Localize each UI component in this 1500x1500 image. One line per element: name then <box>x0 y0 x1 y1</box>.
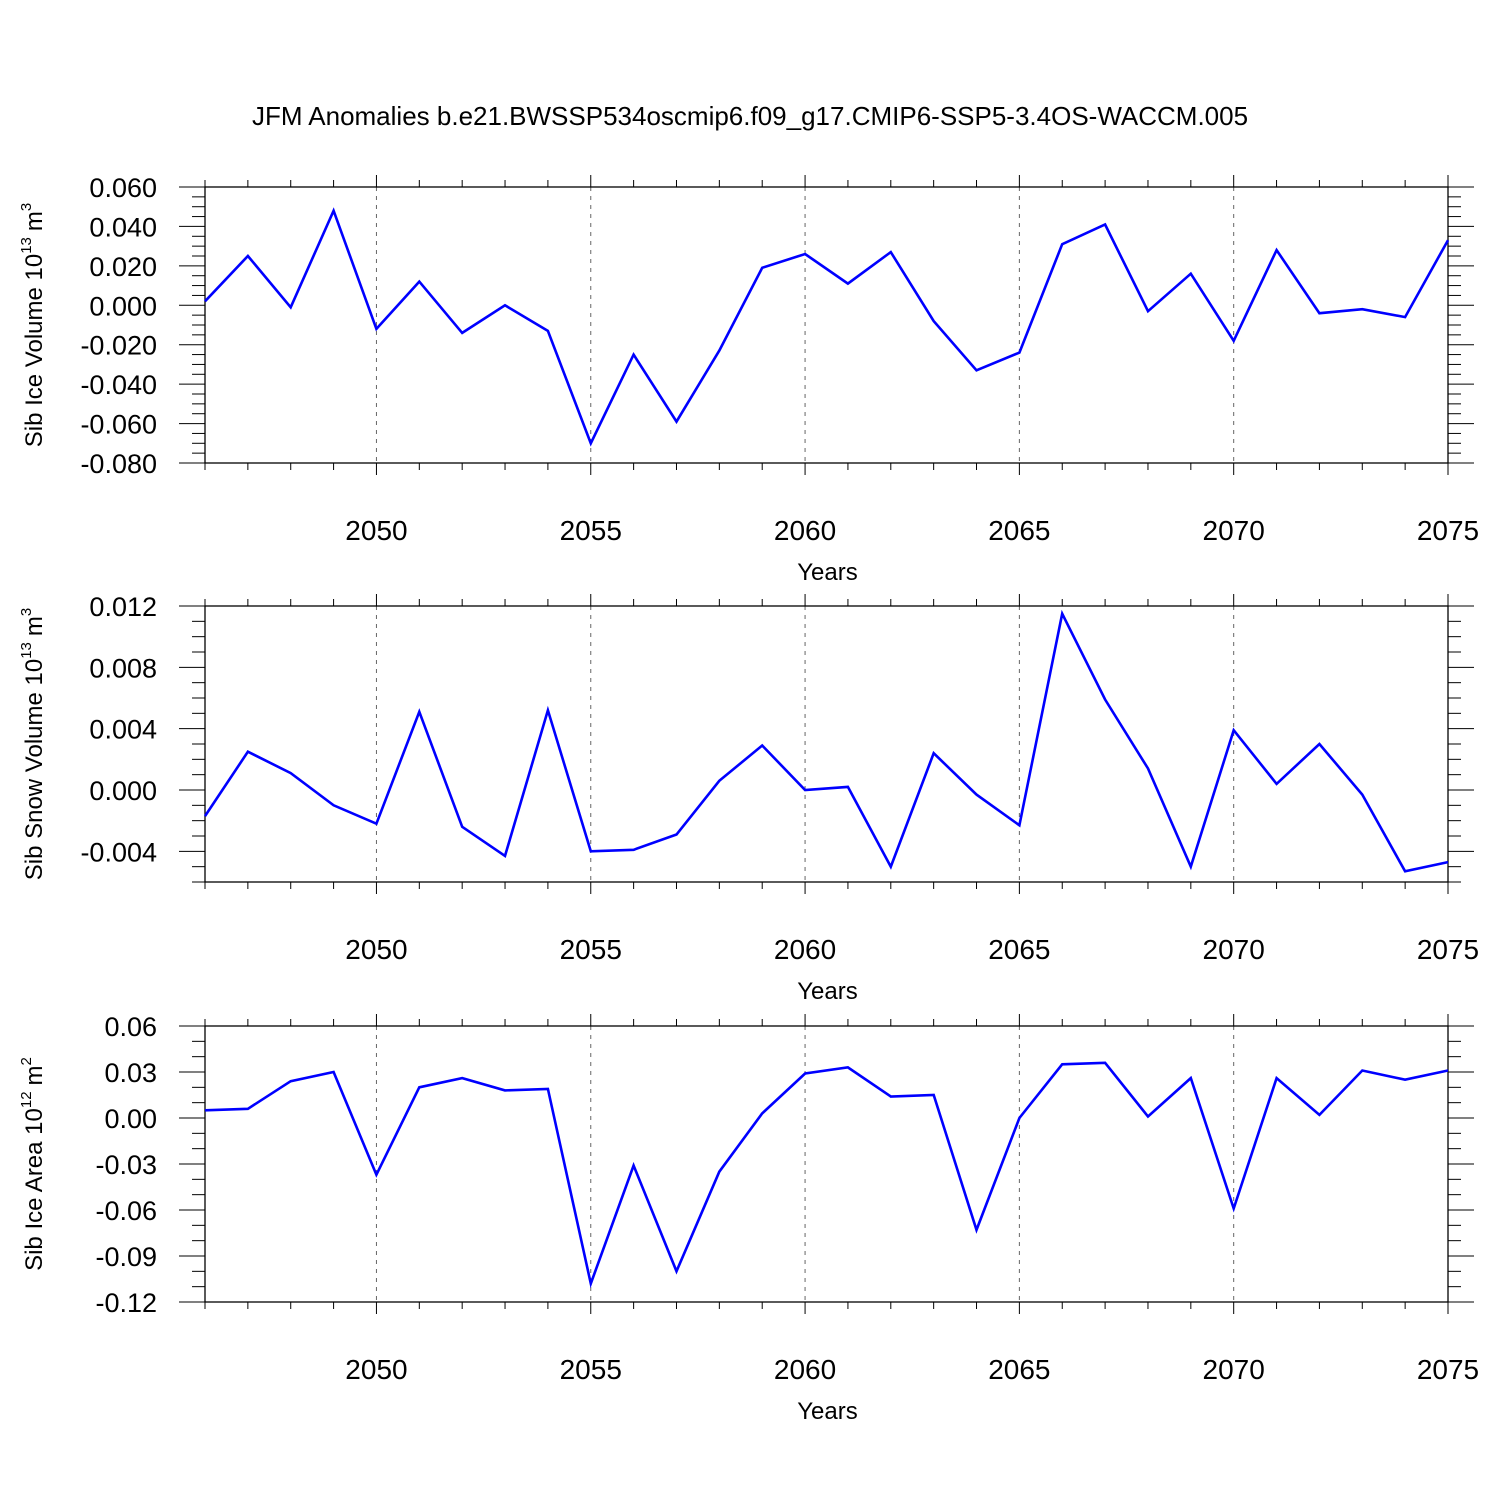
x-tick-label: 2065 <box>988 934 1050 965</box>
y-axis-label: Sib Ice Area 1012 m2 <box>18 1057 48 1271</box>
plot-frame <box>204 186 1449 464</box>
y-tick-label: 0.000 <box>89 776 157 806</box>
x-tick-label: 2070 <box>1203 934 1265 965</box>
x-tick-label: 2060 <box>774 934 836 965</box>
x-tick-label: 2055 <box>560 1354 622 1385</box>
y-tick-label: 0.000 <box>89 291 157 321</box>
sib-ice-volume-series-line <box>204 207 1450 447</box>
x-tick-label: 2050 <box>345 515 407 546</box>
y-axis-label-unit-exponent: 3 <box>18 608 35 616</box>
y-axis-label-unit: m <box>21 1065 48 1085</box>
figure-title: JFM Anomalies b.e21.BWSSP534oscmip6.f09_… <box>252 101 1248 131</box>
y-axis-label-exponent: 13 <box>18 642 35 659</box>
y-tick-label: 0.06 <box>104 1012 157 1042</box>
y-tick-label: -0.06 <box>95 1196 157 1226</box>
x-axis-label: Years <box>797 559 858 586</box>
y-axis-label-unit-exponent: 2 <box>18 1057 35 1065</box>
sib-ice-volume-panel: 2050 2055 2060 2065 2070 2075 Years 0.060 0.040 0… <box>18 173 1479 586</box>
y-tick-label: 0.012 <box>89 592 157 622</box>
sib-ice-area-panel: 2050 2055 2060 2065 2070 2075 Years 0.06 0.03 0.0… <box>18 1012 1479 1425</box>
sib-snow-volume-panel: 2050 2055 2060 2065 2070 2075 Years 0.012 0.008 0… <box>18 592 1479 1005</box>
y-tick-label: -0.12 <box>95 1288 157 1318</box>
y-tick-label: 0.060 <box>89 173 157 203</box>
x-tick-label: 2070 <box>1203 1354 1265 1385</box>
sib-ice-area-series-line <box>204 1061 1449 1289</box>
y-axis-label-text: Sib Ice Area 10 <box>21 1108 48 1271</box>
x-tick-label: 2065 <box>988 515 1050 546</box>
x-tick-label: 2075 <box>1417 934 1479 965</box>
x-axis-label: Years <box>797 978 858 1005</box>
y-tick-label: -0.09 <box>95 1242 157 1272</box>
y-tick-label: 0.00 <box>104 1104 157 1134</box>
y-axis-label-exponent: 12 <box>18 1091 35 1108</box>
y-tick-label: 0.008 <box>89 653 157 683</box>
y-tick-label: -0.03 <box>95 1150 157 1180</box>
x-tick-label: 2050 <box>345 934 407 965</box>
y-tick-label: -0.080 <box>80 449 157 479</box>
y-tick-label: -0.040 <box>80 370 157 400</box>
y-tick-label: 0.040 <box>89 212 157 242</box>
y-axis-label-unit: m <box>21 211 48 231</box>
x-tick-label: 2065 <box>988 1354 1050 1385</box>
y-tick-label: 0.004 <box>89 715 157 745</box>
y-tick-label: -0.020 <box>80 331 157 361</box>
y-axis-label-text: Sib Snow Volume 10 <box>21 659 48 880</box>
y-axis-label-exponent: 13 <box>18 237 35 254</box>
x-axis-label: Years <box>797 1398 858 1425</box>
y-tick-label: -0.060 <box>80 410 157 440</box>
y-axis-label: Sib Snow Volume 1013 m3 <box>18 608 48 881</box>
x-tick-label: 2060 <box>774 515 836 546</box>
y-axis-label: Sib Ice Volume 1013 m3 <box>18 203 48 447</box>
y-tick-label: 0.03 <box>104 1058 157 1088</box>
x-tick-label: 2055 <box>560 934 622 965</box>
x-tick-label: 2075 <box>1417 515 1479 546</box>
plot-frame <box>204 605 1449 883</box>
y-axis-label-unit: m <box>21 616 48 636</box>
y-axis-label-unit-exponent: 3 <box>18 203 35 211</box>
x-tick-label: 2055 <box>560 515 622 546</box>
sib-snow-volume-series-line <box>203 609 1449 873</box>
y-tick-label: 0.020 <box>89 252 157 282</box>
x-tick-label: 2070 <box>1203 515 1265 546</box>
x-tick-label: 2060 <box>774 1354 836 1385</box>
y-axis-label-text: Sib Ice Volume 10 <box>21 254 48 447</box>
y-tick-label: -0.004 <box>80 837 157 867</box>
plot-frame <box>204 1025 1449 1303</box>
x-tick-label: 2050 <box>345 1354 407 1385</box>
x-tick-label: 2075 <box>1417 1354 1479 1385</box>
